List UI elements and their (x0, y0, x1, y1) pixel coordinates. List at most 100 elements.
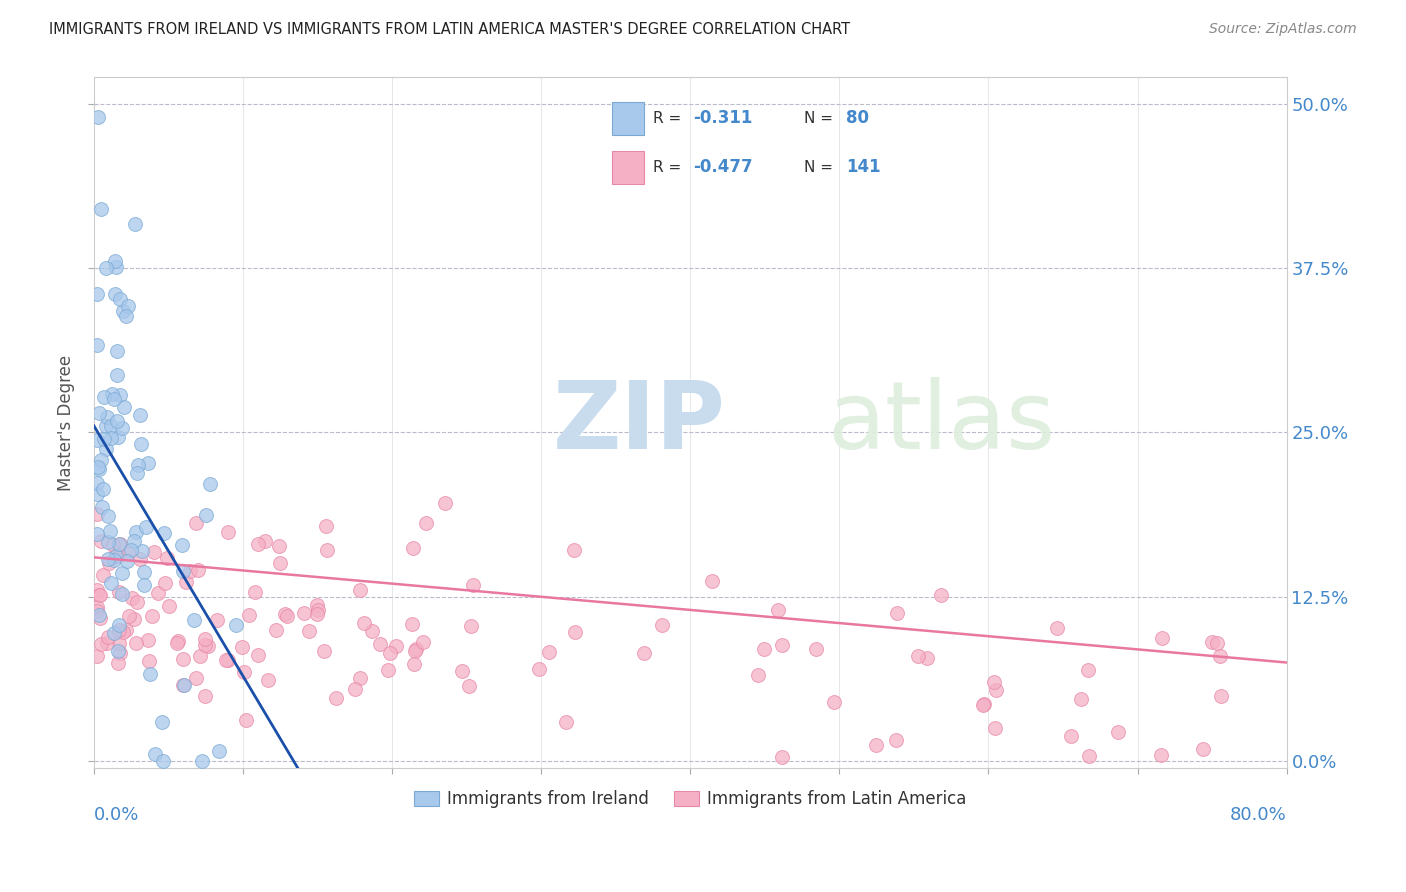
Point (378, 646, 401, 660)
Point (124, 217, 146, 231)
Point (1060, 729, 1083, 743)
Point (217, 653, 239, 667)
Point (1209, 648, 1232, 663)
Point (94, 261, 117, 276)
Text: 80.0%: 80.0% (1230, 805, 1286, 823)
Point (183, 614, 205, 628)
Point (90, 452, 112, 467)
Point (770, 639, 793, 653)
Point (184, 671, 207, 685)
Point (100, 418, 122, 433)
Point (89, 462, 111, 476)
Point (89, 608, 111, 623)
Point (194, 632, 217, 646)
Point (103, 553, 125, 567)
Point (129, 437, 152, 451)
Point (1205, 635, 1227, 649)
Point (157, 599, 180, 613)
Point (135, 520, 157, 534)
Point (973, 697, 995, 711)
Point (766, 602, 789, 616)
Point (125, 595, 148, 609)
Point (118, 608, 141, 623)
Point (129, 552, 152, 566)
Point (276, 608, 298, 623)
Point (188, 649, 211, 664)
Point (86, 526, 108, 541)
Point (752, 641, 775, 656)
Point (349, 671, 371, 685)
Point (554, 715, 576, 730)
Point (172, 538, 194, 552)
Point (527, 662, 550, 676)
Point (112, 400, 135, 414)
Point (91, 500, 114, 514)
Point (105, 343, 128, 358)
Point (986, 682, 1008, 697)
Point (86, 338, 108, 352)
Point (349, 583, 371, 598)
Point (143, 747, 166, 761)
Point (150, 714, 173, 729)
Point (86, 459, 108, 474)
Point (110, 646, 132, 660)
Text: ZIP: ZIP (553, 376, 725, 468)
Point (97, 535, 120, 549)
Point (1077, 663, 1099, 677)
Text: Source: ZipAtlas.com: Source: ZipAtlas.com (1209, 22, 1357, 37)
Point (86, 487, 108, 501)
Point (94, 442, 117, 456)
Point (139, 666, 162, 681)
Point (194, 638, 217, 652)
Point (273, 607, 295, 621)
Point (129, 408, 152, 422)
Point (460, 619, 482, 633)
Point (146, 585, 169, 599)
Point (122, 611, 145, 625)
Point (172, 678, 194, 692)
Point (153, 575, 176, 590)
Point (187, 563, 209, 577)
Point (141, 609, 163, 624)
Point (131, 543, 153, 558)
Point (325, 690, 347, 705)
Point (152, 754, 174, 768)
Text: atlas: atlas (827, 376, 1056, 468)
Point (361, 624, 384, 638)
Point (225, 618, 247, 632)
Point (217, 524, 239, 539)
Point (89, 406, 111, 420)
Point (197, 639, 219, 653)
Point (412, 635, 434, 649)
Point (191, 754, 214, 768)
Point (86, 583, 108, 598)
Point (136, 632, 159, 647)
Point (117, 299, 139, 313)
Point (167, 633, 190, 648)
Point (238, 607, 260, 622)
Point (134, 565, 156, 579)
Point (865, 738, 887, 752)
Point (305, 607, 328, 621)
Point (134, 578, 156, 592)
Point (108, 387, 131, 401)
Point (232, 665, 254, 680)
Point (173, 678, 195, 692)
Point (307, 599, 329, 613)
Point (104, 254, 127, 268)
Legend: Immigrants from Ireland, Immigrants from Latin America: Immigrants from Ireland, Immigrants from… (408, 783, 973, 814)
Point (110, 566, 132, 580)
Point (267, 540, 290, 554)
Point (1070, 692, 1092, 706)
Point (104, 286, 127, 301)
Point (246, 537, 269, 551)
Point (1211, 689, 1233, 703)
Point (103, 625, 125, 640)
Point (90, 202, 112, 216)
Point (107, 644, 129, 658)
Point (125, 525, 148, 540)
Point (121, 591, 143, 606)
Point (107, 430, 129, 444)
Point (107, 618, 129, 632)
Point (86, 476, 108, 491)
